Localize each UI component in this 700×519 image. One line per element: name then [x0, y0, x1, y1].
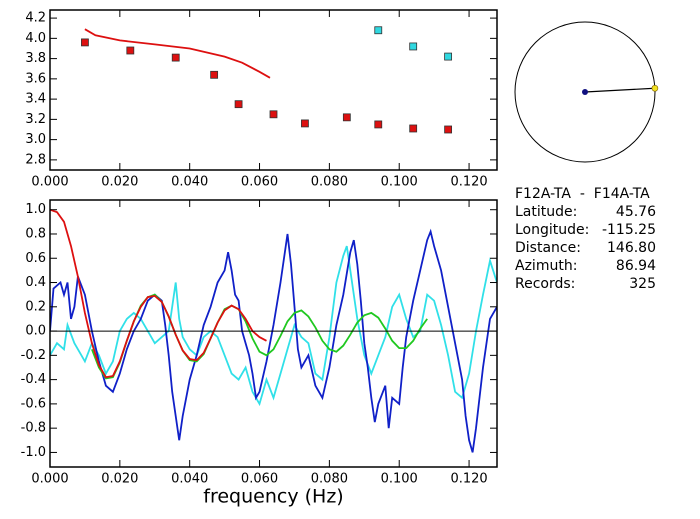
y-tick-label: 3.8 — [25, 51, 46, 66]
x-tick-label: 0.040 — [171, 472, 208, 487]
x-tick-label: 0.020 — [101, 175, 138, 190]
station-pair: F12A-TA - F14A-TA — [515, 186, 650, 202]
y-tick-label: 4.0 — [25, 31, 46, 46]
y-tick-label: -0.6 — [21, 396, 46, 411]
marker — [444, 125, 453, 134]
y-tick-label: 0.0 — [25, 324, 46, 339]
x-tick-label: 0.060 — [241, 175, 278, 190]
station-dot — [582, 89, 588, 95]
info-label: Distance: — [515, 240, 581, 256]
info-value: 146.80 — [607, 240, 656, 256]
x-tick-label: 0.000 — [31, 472, 68, 487]
marker — [301, 119, 309, 128]
y-tick-label: -0.8 — [21, 421, 46, 436]
info-value: 325 — [629, 276, 656, 292]
x-tick-label: 0.020 — [101, 472, 138, 487]
info-value: -115.25 — [602, 222, 656, 238]
marker — [210, 70, 219, 79]
y-tick-label: 0.6 — [25, 251, 46, 266]
azimuth-line — [584, 87, 655, 93]
info-label: Azimuth: — [515, 258, 577, 274]
marker — [234, 100, 243, 109]
marker — [171, 53, 180, 62]
x-tick-label: 0.080 — [311, 175, 348, 190]
y-tick-label: 3.6 — [25, 71, 46, 86]
station-dot — [651, 84, 659, 92]
y-tick-label: 2.8 — [25, 152, 46, 167]
marker — [409, 124, 418, 133]
marker — [374, 120, 383, 129]
info-label: Latitude: — [515, 204, 577, 220]
x-tick-label: 0.000 — [31, 175, 68, 190]
data-line — [84, 28, 271, 79]
plot-frame — [49, 199, 498, 468]
data-line — [50, 208, 267, 379]
marker — [409, 42, 418, 51]
y-tick-label: -0.4 — [21, 372, 46, 387]
y-tick-label: 1.0 — [25, 202, 46, 217]
y-tick-label: 3.4 — [25, 92, 46, 107]
y-tick-label: -1.0 — [21, 445, 46, 460]
y-tick-label: 0.8 — [25, 226, 46, 241]
x-tick-label: 0.080 — [311, 472, 348, 487]
marker — [269, 110, 278, 119]
plot-data — [50, 208, 497, 453]
x-tick-label: 0.100 — [381, 175, 418, 190]
y-tick-label: 3.0 — [25, 132, 46, 147]
x-axis-label: frequency (Hz) — [203, 486, 343, 508]
y-tick-label: 0.2 — [25, 299, 46, 314]
x-tick-label: 0.040 — [171, 175, 208, 190]
y-tick-label: 0.4 — [25, 275, 46, 290]
marker — [126, 46, 135, 55]
info-label: Records: — [515, 276, 575, 292]
data-line — [50, 228, 497, 453]
marker — [444, 52, 453, 61]
x-tick-label: 0.120 — [450, 175, 487, 190]
y-tick-label: 3.2 — [25, 112, 46, 127]
x-tick-label: 0.120 — [450, 472, 487, 487]
marker — [81, 38, 89, 47]
azimuth-circle — [514, 21, 656, 163]
x-tick-label: 0.060 — [241, 472, 278, 487]
plot-data — [81, 26, 453, 134]
plot-frame — [49, 9, 498, 171]
info-label: Longitude: — [515, 222, 589, 238]
x-tick-label: 0.100 — [381, 472, 418, 487]
y-tick-label: 4.2 — [25, 11, 46, 26]
y-tick-label: -0.2 — [21, 348, 46, 363]
marker — [374, 26, 383, 35]
marker — [342, 113, 351, 122]
info-value: 45.76 — [616, 204, 656, 220]
info-value: 86.94 — [616, 258, 656, 274]
